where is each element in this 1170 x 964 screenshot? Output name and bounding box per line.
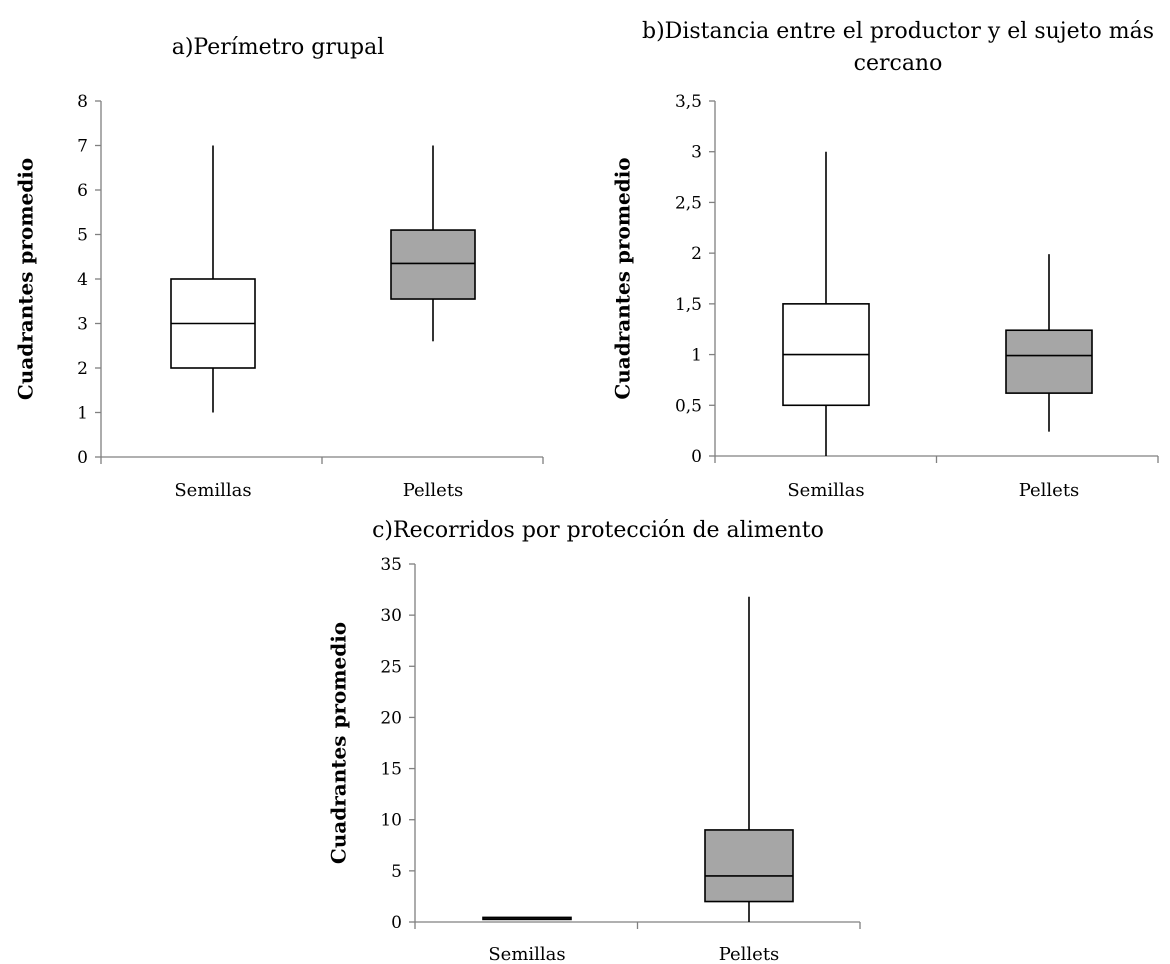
y-tick-label: 0 [391,913,402,933]
y-tick-label: 1 [691,346,702,366]
y-tick-label: 0 [691,447,702,467]
y-tick-label: 6 [77,181,88,201]
y-tick-label: 3 [691,143,702,163]
chart-distancia-productor: b)Distancia entre el productor y el suje… [611,19,1159,501]
y-tick-label: 7 [77,137,88,157]
y-tick-label: 5 [77,226,88,246]
y-tick-label: 2 [77,359,88,379]
chart-title: a)Perímetro grupal [172,35,385,60]
box-iqr [1005,329,1093,394]
y-tick-label: 1 [77,404,88,424]
y-tick-label: 3 [77,315,88,335]
x-category-label: Pellets [1019,480,1080,501]
y-axis-label: Cuadrantes promedio [611,157,635,399]
y-tick-label: 2 [691,244,702,264]
y-tick-label: 5 [391,862,402,882]
y-tick-label: 10 [380,811,402,831]
chart-title: cercano [854,51,943,76]
y-tick-label: 3,5 [675,92,702,112]
chart-recorridos-proteccion: c)Recorridos por protección de alimento C… [327,518,861,964]
y-tick-label: 20 [380,708,402,728]
x-category-label: Semillas [787,480,864,501]
y-tick-label: 0,5 [675,396,702,416]
y-tick-label: 30 [380,606,402,626]
y-tick-label: 4 [77,270,88,290]
chart-title: c)Recorridos por protección de alimento [372,518,824,543]
y-tick-label: 1,5 [675,295,702,315]
y-tick-label: 0 [77,448,88,468]
y-tick-label: 15 [380,760,402,780]
box-iqr [390,229,476,300]
y-axis-label: Cuadrantes promedio [327,622,351,864]
y-tick-label: 2,5 [675,193,702,213]
y-tick-label: 35 [380,555,402,575]
x-category-label: Semillas [174,480,251,501]
x-category-label: Semillas [488,944,565,964]
x-category-label: Pellets [719,944,780,964]
y-tick-label: 25 [380,657,402,677]
chart-title: b)Distancia entre el productor y el suje… [642,19,1154,44]
chart-perimetro-grupal: a)Perímetro grupal Cuadrantes promedio 0 1 2… [14,35,544,501]
x-category-label: Pellets [403,480,464,501]
y-tick-label: 8 [77,92,88,112]
box-iqr [704,829,794,903]
y-axis-label: Cuadrantes promedio [14,158,38,400]
